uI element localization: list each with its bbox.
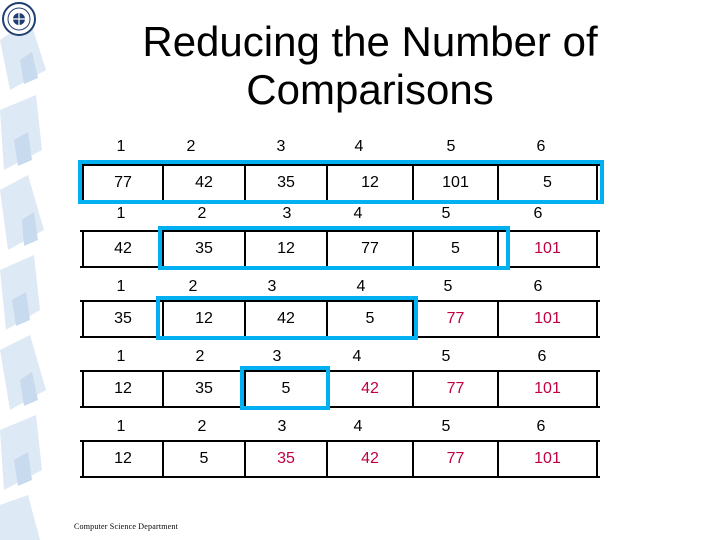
index-label: 4 [353, 418, 363, 435]
array-cell: 5 [244, 370, 326, 408]
unsorted-region-highlight [78, 160, 604, 204]
array-cell: 101 [412, 164, 497, 202]
array-cell: 5 [497, 164, 598, 202]
index-label: 2 [197, 418, 207, 435]
index-label: 1 [116, 348, 126, 365]
index-label: 5 [443, 278, 453, 295]
unsorted-region-highlight [156, 296, 418, 340]
index-label: 5 [446, 138, 456, 155]
array-cell-sorted: 101 [497, 300, 598, 338]
array-cell: 12 [162, 300, 244, 338]
index-label: 4 [353, 205, 363, 222]
title-line-1: Reducing the Number of [142, 18, 598, 65]
index-label: 6 [536, 138, 546, 155]
unsorted-region-highlight [158, 226, 510, 270]
slide-title: Reducing the Number of Comparisons [80, 18, 660, 114]
index-label: 1 [116, 138, 126, 155]
array-cell: 42 [82, 230, 162, 268]
array-cells: 12 35 5 42 77 101 [80, 370, 600, 408]
index-label: 5 [441, 205, 451, 222]
array-cell: 12 [82, 370, 162, 408]
unsorted-region-highlight [240, 366, 330, 410]
array-cell: 35 [244, 164, 326, 202]
index-label: 4 [352, 348, 362, 365]
array-cell-sorted: 77 [412, 370, 497, 408]
index-label: 6 [533, 205, 543, 222]
index-label: 5 [441, 348, 451, 365]
array-cell: 12 [326, 164, 412, 202]
array-cell: 42 [244, 300, 326, 338]
array-cell: 5 [162, 440, 244, 478]
index-label: 5 [441, 418, 451, 435]
title-line-2: Comparisons [246, 66, 494, 113]
index-label: 2 [197, 205, 207, 222]
array-cells: 12 5 35 42 77 101 [80, 440, 600, 478]
index-label: 6 [537, 348, 547, 365]
index-label: 3 [272, 348, 282, 365]
array-cell: 35 [162, 370, 244, 408]
array-cell: 35 [162, 230, 244, 268]
array-cell-sorted: 42 [326, 440, 412, 478]
array-cell-sorted: 101 [497, 440, 598, 478]
array-cell-sorted: 42 [326, 370, 412, 408]
index-label: 3 [282, 205, 292, 222]
array-cell-sorted: 35 [244, 440, 326, 478]
array-cell: 42 [162, 164, 244, 202]
index-label: 2 [195, 348, 205, 365]
index-label: 1 [116, 205, 126, 222]
index-label: 3 [276, 138, 286, 155]
array-cell: 12 [82, 440, 162, 478]
footer-text: Computer Science Department [74, 522, 179, 531]
index-label: 2 [186, 138, 196, 155]
array-cell-sorted: 101 [497, 370, 598, 408]
index-label: 4 [354, 138, 364, 155]
index-label: 3 [267, 278, 277, 295]
array-cell: 5 [326, 300, 412, 338]
index-label: 4 [356, 278, 366, 295]
array-cell-sorted: 77 [412, 300, 497, 338]
university-seal-logo [2, 2, 36, 36]
index-label: 6 [536, 418, 546, 435]
array-cell-sorted: 77 [412, 440, 497, 478]
array-cell: 35 [82, 300, 162, 338]
array-cell: 12 [244, 230, 326, 268]
array-cell: 77 [82, 164, 162, 202]
index-label: 1 [116, 278, 126, 295]
index-label: 3 [277, 418, 287, 435]
index-label: 1 [116, 418, 126, 435]
background-pattern [0, 20, 46, 540]
array-cell: 77 [326, 230, 412, 268]
array-cell: 5 [412, 230, 497, 268]
index-label: 2 [188, 278, 198, 295]
array-cell-sorted: 101 [497, 230, 598, 268]
index-label: 6 [533, 278, 543, 295]
